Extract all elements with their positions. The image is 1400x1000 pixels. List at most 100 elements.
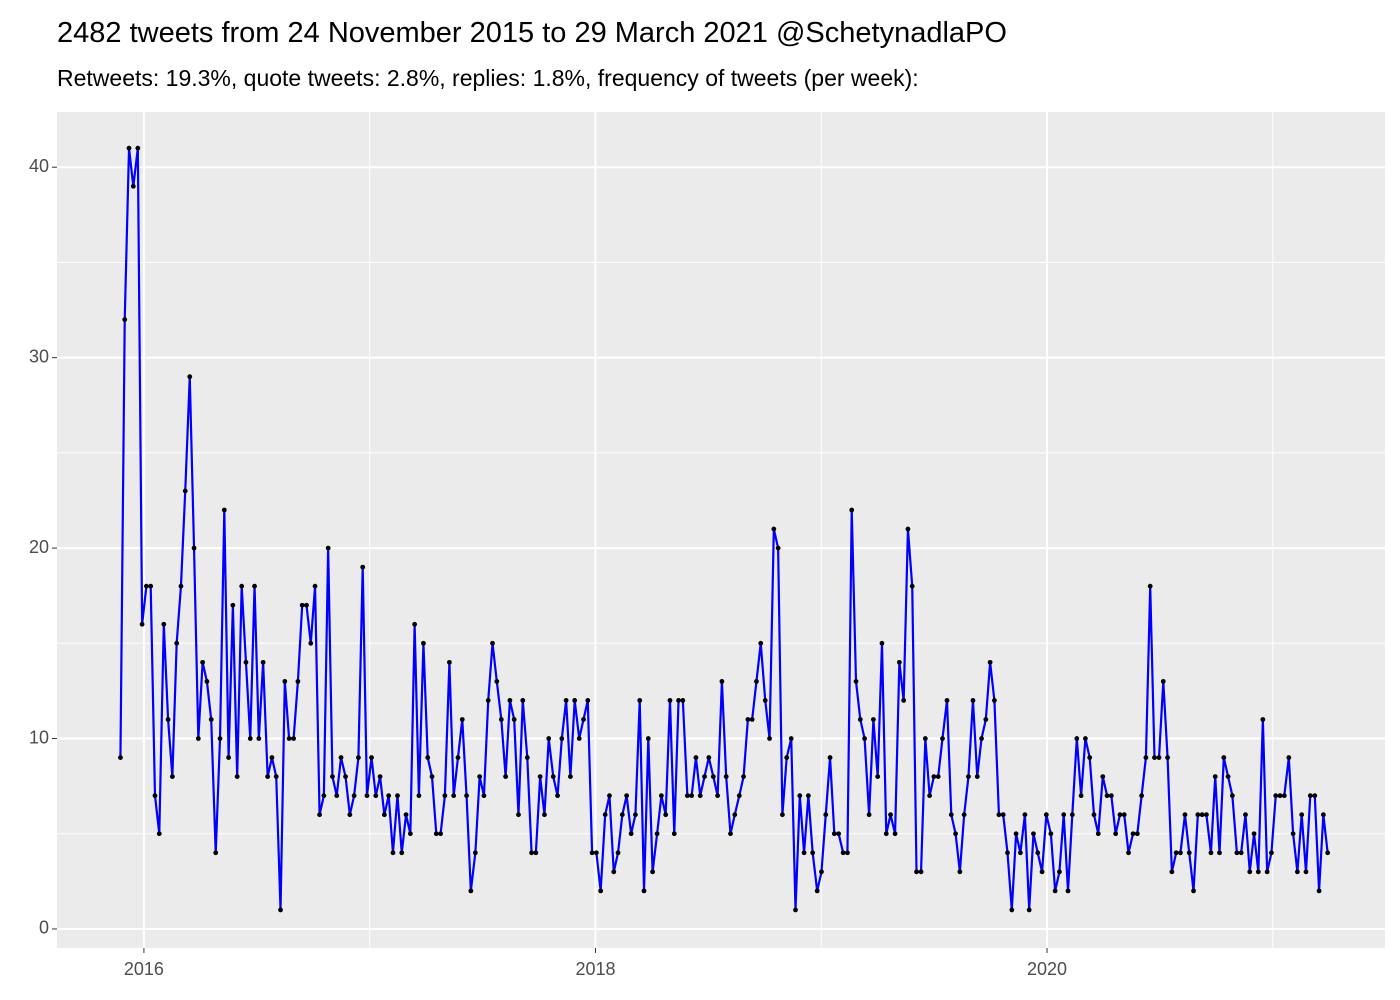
data-point xyxy=(645,736,651,741)
data-point xyxy=(265,774,271,780)
data-point xyxy=(252,583,257,589)
data-point xyxy=(1281,793,1287,799)
data-point xyxy=(1264,869,1270,875)
data-point xyxy=(905,526,911,532)
data-point xyxy=(1108,793,1114,799)
data-point xyxy=(477,774,483,780)
data-point xyxy=(351,793,357,799)
data-point xyxy=(208,717,214,722)
data-point xyxy=(1229,793,1235,799)
data-point xyxy=(1277,793,1283,799)
data-point xyxy=(840,850,846,856)
data-point xyxy=(498,717,504,722)
data-point xyxy=(317,812,322,818)
data-point xyxy=(234,774,240,780)
data-point xyxy=(1217,850,1222,856)
data-point xyxy=(1320,812,1326,818)
data-point xyxy=(312,583,318,589)
data-point xyxy=(1121,812,1127,818)
data-point xyxy=(879,640,885,646)
data-point xyxy=(901,698,907,703)
data-point xyxy=(1026,907,1032,913)
data-point xyxy=(780,812,785,818)
data-point xyxy=(1169,869,1175,875)
data-point xyxy=(1325,850,1331,856)
data-point xyxy=(948,812,954,818)
data-point xyxy=(961,812,967,818)
chart-subtitle: Retweets: 19.3%, quote tweets: 2.8%, rep… xyxy=(57,65,919,91)
data-point xyxy=(1000,812,1006,818)
data-point xyxy=(684,793,690,799)
data-point xyxy=(217,736,223,741)
data-point xyxy=(455,755,461,760)
data-point xyxy=(286,736,292,741)
data-point xyxy=(633,812,638,818)
data-point xyxy=(1022,812,1028,818)
x-tick-label: 2020 xyxy=(1027,959,1067,979)
data-point xyxy=(1052,888,1058,894)
data-point xyxy=(1269,850,1274,856)
data-point xyxy=(325,545,331,551)
data-point xyxy=(139,621,145,627)
data-point xyxy=(187,374,193,380)
data-point xyxy=(775,545,781,551)
data-point xyxy=(412,621,418,627)
data-point xyxy=(343,774,348,780)
data-point xyxy=(403,812,409,818)
data-point xyxy=(334,793,340,799)
data-point xyxy=(793,907,798,913)
chart-title: 2482 tweets from 24 November 2015 to 29 … xyxy=(57,17,1007,49)
data-point xyxy=(269,755,275,760)
data-point xyxy=(516,812,521,818)
data-point xyxy=(974,774,980,780)
data-point xyxy=(845,850,850,856)
data-point xyxy=(922,736,928,741)
data-point xyxy=(182,488,188,494)
data-point xyxy=(650,869,655,875)
data-point xyxy=(987,659,993,665)
data-point xyxy=(161,621,167,627)
data-point xyxy=(369,755,374,760)
data-point xyxy=(472,850,478,856)
data-point xyxy=(741,774,746,780)
data-point xyxy=(291,736,297,741)
data-point xyxy=(940,736,945,741)
data-point xyxy=(568,774,573,780)
data-point xyxy=(156,831,162,837)
data-point xyxy=(1061,812,1067,818)
data-point xyxy=(364,793,370,799)
data-point xyxy=(758,640,764,646)
data-point xyxy=(762,698,768,703)
data-point xyxy=(416,793,422,799)
data-point xyxy=(788,736,794,741)
data-point xyxy=(983,717,989,722)
data-point xyxy=(1178,850,1183,856)
data-point xyxy=(204,678,210,684)
data-point xyxy=(996,812,1002,818)
data-point xyxy=(529,850,534,856)
data-point xyxy=(1290,831,1296,837)
data-point xyxy=(1195,812,1201,818)
data-point xyxy=(944,698,950,703)
data-point xyxy=(935,774,941,780)
data-point xyxy=(563,698,569,703)
data-point xyxy=(1069,812,1075,818)
data-point xyxy=(1065,888,1071,894)
data-point xyxy=(1048,831,1054,837)
data-point xyxy=(836,831,842,837)
data-point xyxy=(1225,774,1231,780)
data-point xyxy=(304,602,309,608)
data-point xyxy=(676,698,681,703)
data-point xyxy=(1294,869,1300,875)
data-point xyxy=(1074,736,1080,741)
data-point xyxy=(542,812,547,818)
data-point xyxy=(464,793,469,799)
data-point xyxy=(689,793,695,799)
data-point xyxy=(446,659,452,665)
data-point xyxy=(814,888,820,894)
data-point xyxy=(377,774,383,780)
data-point xyxy=(386,793,392,799)
data-point xyxy=(1126,850,1131,856)
data-point xyxy=(126,145,132,151)
data-point xyxy=(1057,869,1062,875)
